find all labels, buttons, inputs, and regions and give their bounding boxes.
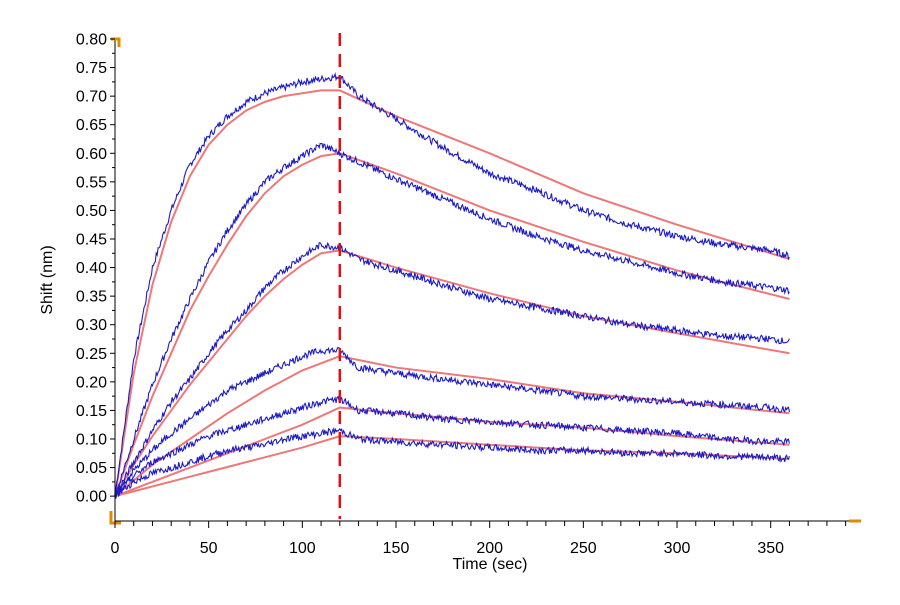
fit-curve-1	[114, 89, 790, 497]
measured-trace-4	[114, 346, 790, 497]
y-tick-label: 0.55	[76, 174, 107, 191]
y-tick-label: 0.15	[76, 403, 107, 420]
x-tick-label: 200	[476, 540, 503, 557]
curves-layer	[114, 33, 790, 519]
y-axis-label: Shift (nm)	[39, 245, 56, 314]
x-tick-label: 150	[383, 540, 410, 557]
x-tick-label: 300	[664, 540, 691, 557]
x-tick-label: 250	[570, 540, 597, 557]
y-tick-label: 0.05	[76, 460, 107, 477]
ticks-layer: 0.00 0.05 0.10 0.15 0.20 0.25 0.30 0.35 0.40 0.45…	[76, 32, 847, 557]
x-tick-label: 350	[757, 540, 784, 557]
y-tick-label: 0.25	[76, 346, 107, 363]
y-tick-label: 0.35	[76, 289, 107, 306]
origin-marker	[109, 511, 121, 525]
y-tick-label: 0.00	[76, 489, 107, 506]
measured-trace-1	[114, 72, 790, 497]
y-tick-label: 0.80	[76, 32, 107, 49]
y-tick-label: 0.65	[76, 117, 107, 134]
y-tick-label: 0.30	[76, 317, 107, 334]
x-tick-label: 100	[289, 540, 316, 557]
measured-trace-5	[114, 394, 790, 497]
measured-trace-2	[114, 142, 790, 497]
measured-trace-6	[114, 426, 790, 500]
measured-trace-3	[114, 242, 790, 497]
y-tick-label: 0.20	[76, 374, 107, 391]
y-tick-label: 0.10	[76, 432, 107, 449]
y-tick-label: 0.50	[76, 203, 107, 220]
y-tick-label: 0.60	[76, 146, 107, 163]
y-tick-label: 0.70	[76, 89, 107, 106]
x-tick-label: 0	[111, 540, 120, 557]
fit-curve-4	[114, 355, 790, 497]
y-tick-label: 0.40	[76, 260, 107, 277]
y-tick-label: 0.75	[76, 60, 107, 77]
fit-curve-3	[114, 249, 790, 497]
y-tick-label: 0.45	[76, 232, 107, 249]
fit-curve-5	[114, 406, 790, 498]
x-tick-label: 50	[200, 540, 218, 557]
fit-curve-2	[114, 152, 790, 497]
x-axis-label: Time (sec)	[453, 556, 528, 573]
